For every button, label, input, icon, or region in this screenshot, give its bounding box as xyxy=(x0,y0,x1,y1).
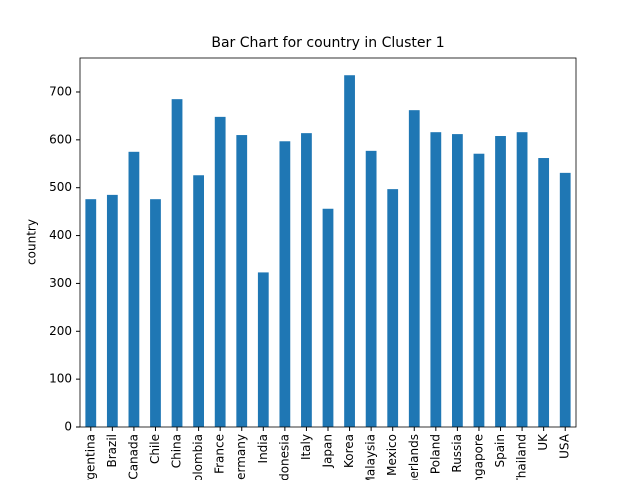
y-tick-label: 700 xyxy=(49,84,72,98)
x-tick-label: Poland xyxy=(428,434,442,474)
bar xyxy=(85,199,97,427)
bar xyxy=(236,135,248,427)
chart-title: Bar Chart for country in Cluster 1 xyxy=(211,35,444,51)
y-tick-label: 100 xyxy=(49,372,72,386)
bar xyxy=(387,189,399,427)
x-tick-label: Mexico xyxy=(385,434,399,476)
x-tick-label: Japan xyxy=(321,434,335,468)
y-tick-label: 400 xyxy=(49,228,72,242)
x-tick-label: UK xyxy=(536,433,550,451)
bar xyxy=(171,99,183,427)
bar xyxy=(106,194,118,427)
bar xyxy=(128,151,140,427)
x-tick-label: Indonesia xyxy=(277,434,291,480)
plot-frame xyxy=(79,57,577,428)
x-tick-label: Malaysia xyxy=(364,434,378,480)
x-tick-label: France xyxy=(213,434,227,474)
bar xyxy=(538,158,550,428)
x-tick-label: Brazil xyxy=(105,434,119,468)
y-axis-label: country xyxy=(25,219,39,265)
y-tick-label: 500 xyxy=(49,180,72,194)
x-tick-label: Netherlands xyxy=(407,434,421,480)
bar xyxy=(495,136,506,428)
bar xyxy=(559,172,571,427)
bar xyxy=(214,116,226,427)
bar xyxy=(279,141,291,428)
bar xyxy=(193,175,204,427)
bar xyxy=(301,133,312,427)
y-tick-label: 600 xyxy=(49,132,72,146)
bar xyxy=(516,132,528,428)
bar xyxy=(408,110,420,428)
bar xyxy=(344,75,355,428)
x-tick-label: USA xyxy=(558,433,572,459)
x-tick-label: Italy xyxy=(299,434,313,460)
x-tick-label: Korea xyxy=(342,434,356,468)
x-tick-label: Canada xyxy=(126,434,140,480)
bar xyxy=(365,150,377,427)
x-tick-label: Argentina xyxy=(83,434,97,480)
bar xyxy=(257,272,269,427)
x-tick-label: Russia xyxy=(450,434,464,473)
x-tick-label: Germany xyxy=(234,434,248,480)
x-tick-label: Chile xyxy=(148,434,162,464)
bar xyxy=(150,199,161,427)
bar xyxy=(430,132,442,428)
bar xyxy=(322,208,334,427)
x-tick-label: Thailand xyxy=(515,434,529,480)
bar xyxy=(473,153,485,427)
x-tick-label: Colombia xyxy=(191,434,205,480)
x-tick-label: Singapore xyxy=(471,434,485,480)
y-tick-label: 0 xyxy=(64,420,72,434)
x-tick-label: India xyxy=(256,434,270,463)
y-tick-label: 200 xyxy=(49,324,72,338)
bar xyxy=(452,134,463,427)
y-tick-label: 300 xyxy=(49,276,72,290)
x-tick-label: China xyxy=(170,434,184,468)
x-tick-label: Spain xyxy=(493,434,507,468)
